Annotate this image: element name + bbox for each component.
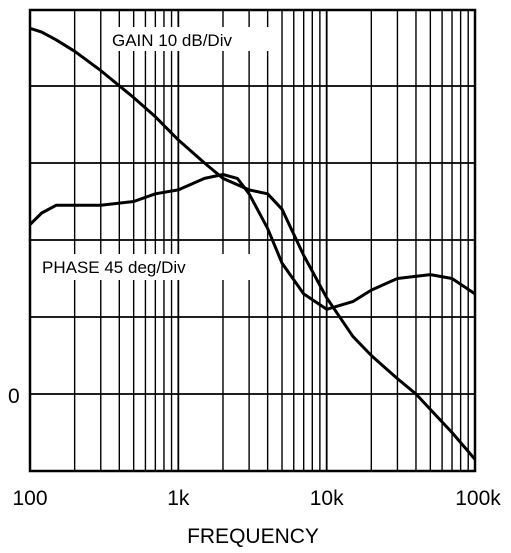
gain-annotation-bg bbox=[108, 27, 278, 51]
x-tick-label: 100 bbox=[12, 487, 47, 510]
y-zero-label: 0 bbox=[8, 385, 20, 408]
plot-frame bbox=[28, 8, 477, 473]
gain-annotation: GAIN 10 dB/Div bbox=[112, 31, 232, 50]
x-tick-label: 1k bbox=[167, 487, 190, 510]
phase-curve bbox=[28, 173, 476, 311]
curves bbox=[28, 26, 477, 461]
gain-curve bbox=[29, 26, 477, 461]
x-axis-title: FREQUENCY bbox=[187, 525, 319, 548]
grid bbox=[30, 10, 475, 471]
x-tick-label: 100k bbox=[455, 487, 501, 510]
phase-annotation: PHASE 45 deg/Div bbox=[42, 258, 186, 277]
x-tick-label: 10k bbox=[310, 487, 344, 510]
x-tick-labels: 100 1k 10k 100k bbox=[12, 487, 501, 510]
phase-annotation-bg bbox=[38, 254, 250, 280]
